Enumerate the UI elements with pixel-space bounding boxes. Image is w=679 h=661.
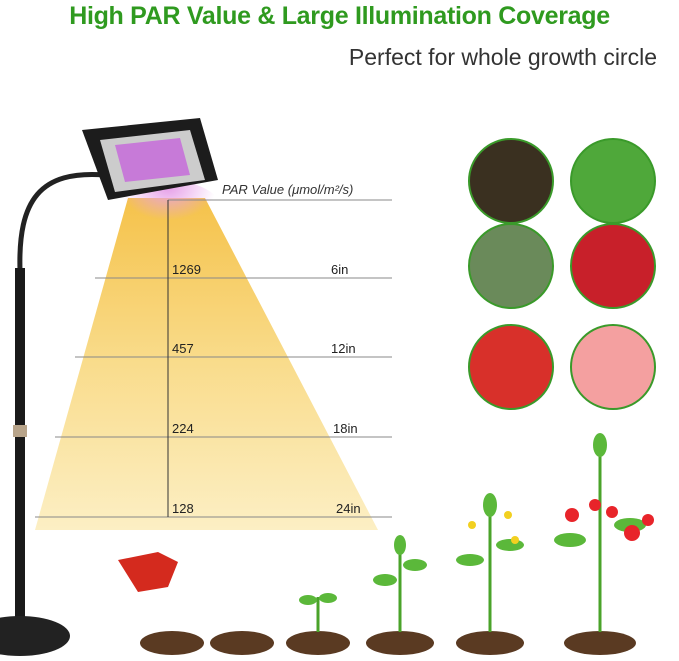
plant-gallery: [468, 138, 656, 410]
par-value: 457: [172, 341, 194, 356]
par-value: 1269: [172, 262, 201, 277]
par-value: 224: [172, 421, 194, 436]
growth-stages: [118, 433, 654, 655]
lamp-stand: [0, 171, 106, 656]
distance-label: 12in: [331, 341, 356, 356]
distance-label: 18in: [333, 421, 358, 436]
page-subtitle: Perfect for whole growth circle: [348, 44, 657, 70]
distance-label: 6in: [331, 262, 349, 277]
distance-label: 24in: [336, 501, 361, 516]
par-value: 128: [172, 501, 194, 516]
page-title: High PAR Value & Large Illumination Cove…: [69, 2, 610, 30]
lamp-head: [82, 118, 218, 200]
measure-lines: [35, 199, 392, 518]
light-cone: [35, 198, 378, 530]
par-axis-label: PAR Value (μmol/m²/s): [222, 182, 354, 197]
